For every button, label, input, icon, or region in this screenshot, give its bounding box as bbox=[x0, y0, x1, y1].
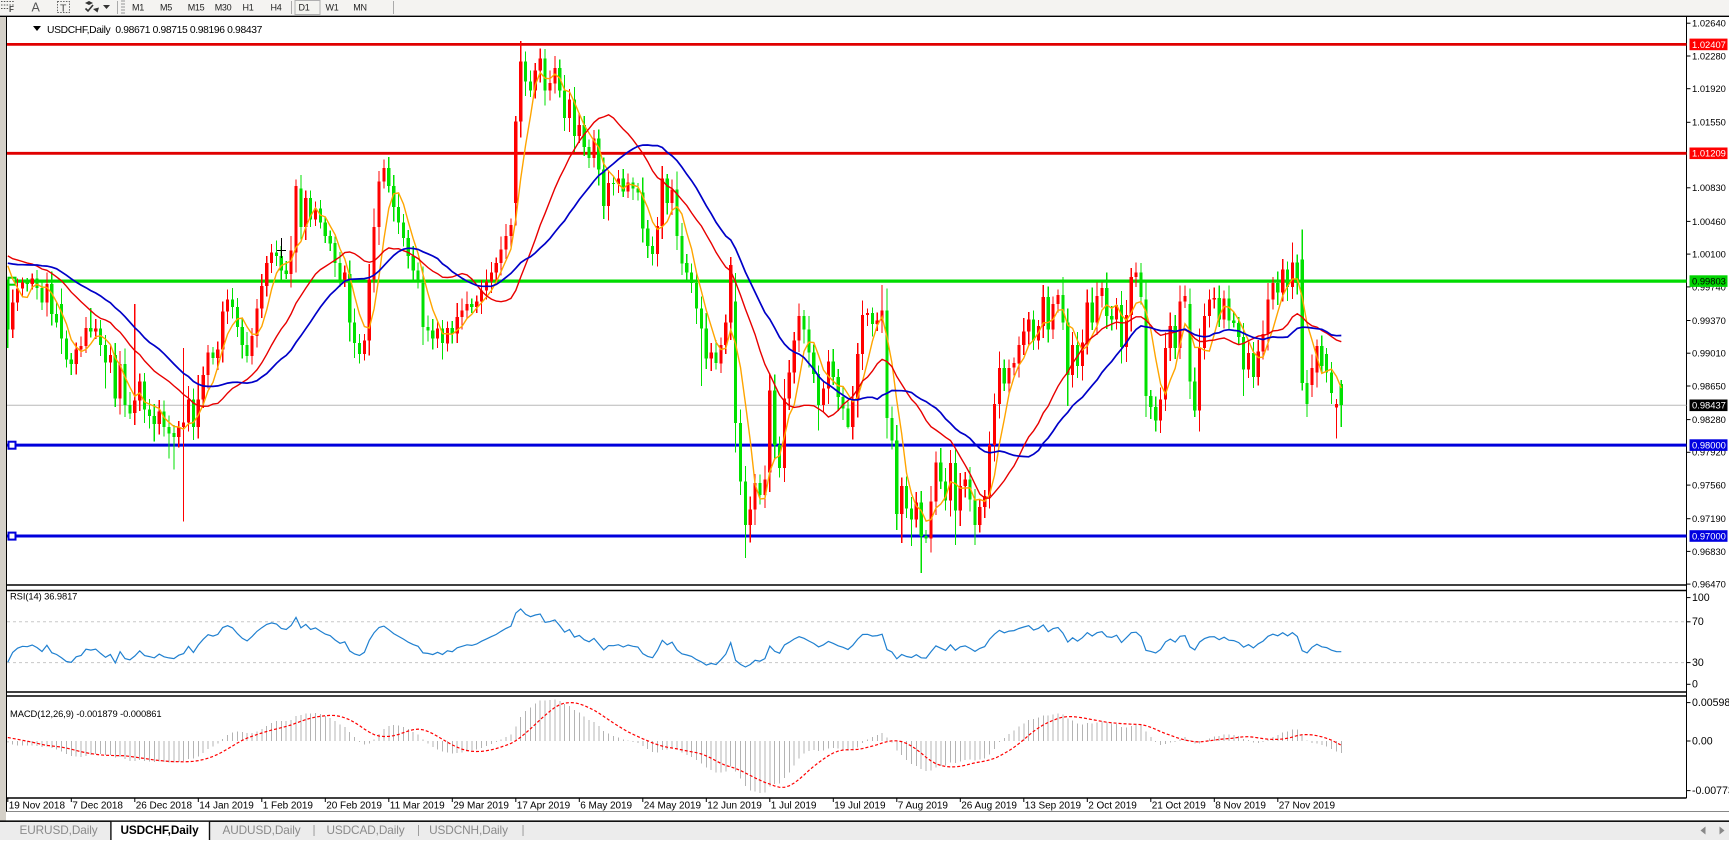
svg-text:27 Nov 2019: 27 Nov 2019 bbox=[1279, 801, 1336, 812]
svg-text:2 Oct 2019: 2 Oct 2019 bbox=[1088, 801, 1137, 812]
svg-text:0.96470: 0.96470 bbox=[1692, 579, 1726, 590]
svg-text:USDCHF,Daily: USDCHF,Daily bbox=[120, 823, 199, 837]
svg-text:21 Oct 2019: 21 Oct 2019 bbox=[1152, 801, 1206, 812]
svg-text:19 Jul 2019: 19 Jul 2019 bbox=[834, 801, 886, 812]
svg-text:T: T bbox=[60, 3, 67, 15]
svg-text:0.98650: 0.98650 bbox=[1692, 380, 1726, 391]
svg-text:1 Jul 2019: 1 Jul 2019 bbox=[771, 801, 817, 812]
svg-text:M5: M5 bbox=[160, 3, 172, 13]
svg-text:W1: W1 bbox=[326, 3, 339, 13]
svg-text:0.98280: 0.98280 bbox=[1692, 414, 1726, 425]
svg-text:11 Mar 2019: 11 Mar 2019 bbox=[390, 801, 445, 812]
svg-text:0: 0 bbox=[1692, 679, 1698, 691]
svg-text:6 May 2019: 6 May 2019 bbox=[580, 801, 632, 812]
svg-text:USDCNH,Daily: USDCNH,Daily bbox=[429, 823, 508, 837]
svg-text:0.99010: 0.99010 bbox=[1692, 348, 1726, 359]
svg-text:|: | bbox=[417, 823, 420, 837]
svg-text:-0.007737: -0.007737 bbox=[1692, 785, 1729, 797]
svg-text:12 Jun 2019: 12 Jun 2019 bbox=[707, 801, 762, 812]
svg-text:0.96830: 0.96830 bbox=[1692, 546, 1726, 557]
svg-text:F: F bbox=[9, 5, 14, 14]
svg-text:30: 30 bbox=[1692, 657, 1704, 669]
svg-text:M15: M15 bbox=[188, 3, 205, 13]
svg-text:24 May 2019: 24 May 2019 bbox=[644, 801, 702, 812]
svg-text:D1: D1 bbox=[299, 3, 310, 13]
svg-text:8 Nov 2019: 8 Nov 2019 bbox=[1215, 801, 1266, 812]
svg-text:0.98437: 0.98437 bbox=[1692, 400, 1726, 411]
svg-text:|: | bbox=[522, 823, 525, 837]
svg-text:EURUSD,Daily: EURUSD,Daily bbox=[19, 823, 97, 837]
svg-text:26 Aug 2019: 26 Aug 2019 bbox=[961, 801, 1017, 812]
svg-text:7 Dec 2018: 7 Dec 2018 bbox=[72, 801, 123, 812]
svg-text:MACD(12,26,9) -0.001879 -0.000: MACD(12,26,9) -0.001879 -0.000861 bbox=[10, 708, 161, 719]
svg-text:1.01920: 1.01920 bbox=[1692, 83, 1726, 94]
svg-text:USDCAD,Daily: USDCAD,Daily bbox=[326, 823, 404, 837]
svg-text:A: A bbox=[32, 1, 41, 15]
svg-text:20 Feb 2019: 20 Feb 2019 bbox=[326, 801, 382, 812]
svg-text:0.97920: 0.97920 bbox=[1692, 447, 1726, 458]
svg-text:0.98000: 0.98000 bbox=[1692, 440, 1726, 451]
svg-text:1.00830: 1.00830 bbox=[1692, 182, 1726, 193]
svg-text:1.02280: 1.02280 bbox=[1692, 50, 1726, 61]
svg-text:0.00: 0.00 bbox=[1692, 735, 1713, 747]
svg-text:13 Sep 2019: 13 Sep 2019 bbox=[1025, 801, 1082, 812]
svg-text:0.97000: 0.97000 bbox=[1692, 530, 1726, 541]
svg-text:AUDUSD,Daily: AUDUSD,Daily bbox=[222, 823, 300, 837]
svg-text:1.01209: 1.01209 bbox=[1692, 148, 1726, 159]
svg-text:H1: H1 bbox=[243, 3, 254, 13]
svg-text:1.02407: 1.02407 bbox=[1692, 39, 1726, 50]
svg-text:0.97560: 0.97560 bbox=[1692, 480, 1726, 491]
svg-text:29 Mar 2019: 29 Mar 2019 bbox=[453, 801, 509, 812]
svg-text:26 Dec 2018: 26 Dec 2018 bbox=[136, 801, 193, 812]
svg-text:0.99803: 0.99803 bbox=[1692, 276, 1726, 287]
svg-text:0.97190: 0.97190 bbox=[1692, 513, 1726, 524]
svg-text:1 Feb 2019: 1 Feb 2019 bbox=[263, 801, 314, 812]
svg-text:RSI(14) 36.9817: RSI(14) 36.9817 bbox=[10, 591, 77, 602]
svg-text:USDCHF,Daily 0.98671 0.98715: USDCHF,Daily 0.98671 0.98715 0.98196 0.9… bbox=[47, 25, 263, 36]
svg-text:0.005986: 0.005986 bbox=[1692, 697, 1729, 709]
svg-text:M30: M30 bbox=[215, 3, 232, 13]
svg-text:MN: MN bbox=[353, 3, 366, 13]
svg-text:0.99370: 0.99370 bbox=[1692, 315, 1726, 326]
svg-text:100: 100 bbox=[1692, 592, 1710, 604]
svg-text:7 Aug 2019: 7 Aug 2019 bbox=[898, 801, 949, 812]
svg-text:1.00460: 1.00460 bbox=[1692, 216, 1726, 227]
svg-text:14 Jan 2019: 14 Jan 2019 bbox=[199, 801, 254, 812]
svg-text:H4: H4 bbox=[271, 3, 282, 13]
svg-text:|: | bbox=[313, 823, 316, 837]
svg-text:70: 70 bbox=[1692, 616, 1704, 628]
svg-text:M1: M1 bbox=[132, 3, 144, 13]
svg-text:17 Apr 2019: 17 Apr 2019 bbox=[517, 801, 571, 812]
svg-text:1.02640: 1.02640 bbox=[1692, 18, 1726, 29]
svg-text:1.01550: 1.01550 bbox=[1692, 117, 1726, 128]
svg-text:1.00100: 1.00100 bbox=[1692, 249, 1726, 260]
svg-text:19 Nov 2018: 19 Nov 2018 bbox=[9, 801, 66, 812]
